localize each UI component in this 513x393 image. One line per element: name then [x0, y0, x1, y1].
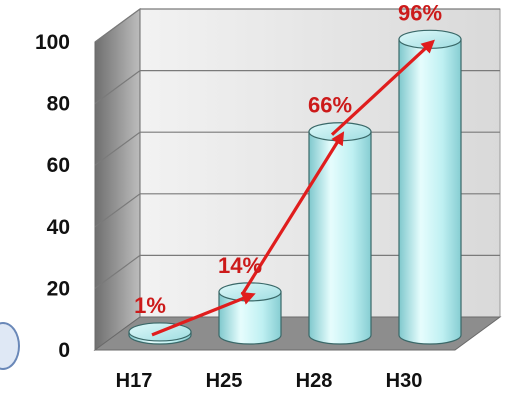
trend-arrows	[151, 39, 435, 337]
trend-arrow	[151, 292, 256, 337]
gridline	[94, 131, 500, 166]
y-tick-label: 0	[58, 339, 70, 362]
y-tick-label: 20	[47, 277, 70, 300]
bars	[128, 29, 462, 345]
data-label: 14%	[218, 253, 262, 278]
bar	[218, 282, 282, 345]
bar	[398, 29, 462, 345]
bar-top	[218, 282, 282, 302]
data-labels: 1% 14% 66% 96%	[134, 0, 442, 318]
bar	[128, 322, 192, 345]
bar-body	[218, 291, 282, 345]
y-tick-label: 80	[47, 93, 70, 116]
bar-body	[308, 131, 372, 345]
data-label: 66%	[308, 93, 352, 118]
x-tick-label: H17	[116, 370, 153, 392]
y-tick-label: 40	[47, 216, 70, 239]
x-tick-label: H28	[296, 370, 333, 392]
gridlines	[94, 8, 500, 289]
data-label: 1%	[134, 293, 166, 318]
gridline	[94, 193, 500, 228]
y-tick-label: 60	[47, 154, 70, 177]
trend-arrow	[240, 131, 345, 296]
x-axis: H17 H25 H28 H30	[116, 370, 423, 392]
trend-arrow	[330, 39, 435, 136]
x-tick-label: H25	[206, 370, 243, 392]
y-tick-label: 100	[35, 31, 70, 54]
x-tick-label: H30	[386, 370, 423, 392]
data-label: 96%	[398, 0, 442, 25]
bar-body	[398, 38, 462, 345]
gridline	[94, 254, 500, 289]
y-axis: 0 20 40 60 80 100	[35, 31, 70, 362]
gridline	[94, 8, 500, 43]
bar	[308, 122, 372, 345]
gridline	[94, 69, 500, 105]
